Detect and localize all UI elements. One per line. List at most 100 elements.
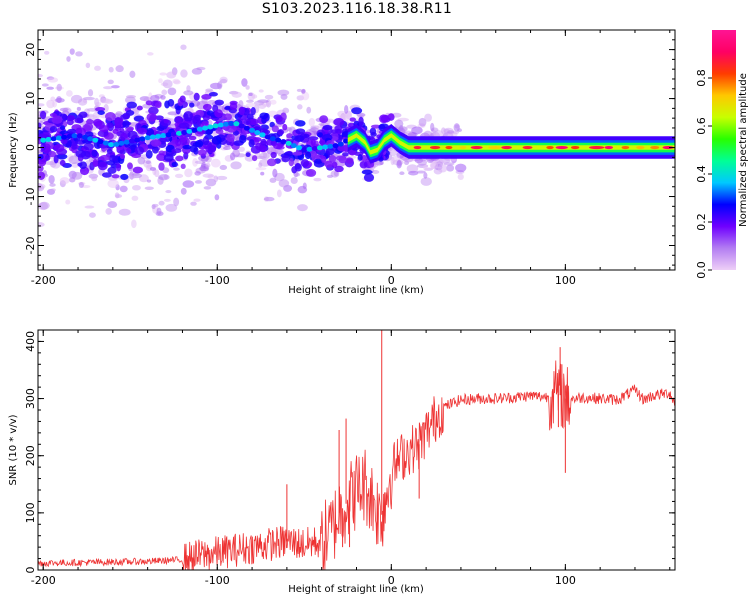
noise-blob bbox=[158, 200, 165, 206]
noise-blob bbox=[105, 208, 112, 215]
noise-blob bbox=[110, 85, 120, 89]
snr-y-tick-label: 0 bbox=[24, 567, 37, 574]
colorbar-tick-label: 0.8 bbox=[695, 69, 708, 87]
signal-blob bbox=[97, 161, 108, 171]
signal-blob bbox=[182, 144, 192, 150]
signal-blob bbox=[275, 115, 283, 123]
noise-blob bbox=[174, 173, 184, 179]
colorbar-tick-label: 0.0 bbox=[695, 261, 708, 279]
noise-blob bbox=[156, 207, 162, 216]
noise-blob bbox=[245, 85, 250, 90]
signal-blob bbox=[184, 117, 193, 122]
noise-blob bbox=[255, 167, 267, 171]
noise-blob bbox=[47, 77, 59, 83]
signal-blob bbox=[56, 153, 68, 160]
signal-blob bbox=[48, 150, 56, 158]
signal-blob bbox=[111, 174, 120, 179]
noise-blob bbox=[129, 70, 136, 78]
noise-blob bbox=[150, 94, 160, 102]
noise-blob bbox=[39, 201, 50, 210]
ridge-blob bbox=[113, 141, 120, 147]
spectrogram-x-tick-label: -100 bbox=[205, 274, 230, 287]
signal-blob bbox=[359, 161, 368, 169]
noise-blob bbox=[82, 96, 95, 101]
signal-blob bbox=[38, 122, 42, 129]
ridge-blob bbox=[311, 146, 318, 152]
noise-blob bbox=[423, 172, 428, 179]
signal-blob bbox=[114, 117, 123, 126]
noise-blob bbox=[46, 86, 54, 90]
signal-blob bbox=[271, 125, 279, 133]
noise-blob bbox=[78, 182, 84, 189]
signal-blob bbox=[158, 162, 165, 171]
signal-blob bbox=[313, 158, 323, 164]
noise-blob bbox=[219, 164, 228, 171]
ridge-blob bbox=[306, 146, 313, 152]
noise-blob bbox=[190, 201, 197, 206]
signal-blob bbox=[267, 158, 277, 167]
ridge-peak bbox=[570, 145, 580, 150]
noise-blob bbox=[85, 62, 91, 69]
ridge-blob bbox=[61, 134, 68, 140]
noise-blob bbox=[430, 122, 435, 132]
signal-blob bbox=[388, 113, 395, 119]
ridge-peak bbox=[413, 145, 422, 150]
snr-ticks: -200 -100 0 100 400 300 200 100 0 bbox=[24, 329, 675, 587]
signal-blob bbox=[270, 151, 277, 159]
noise-blob bbox=[89, 212, 96, 218]
noise-blob bbox=[454, 124, 460, 129]
ridge-blob bbox=[202, 125, 209, 131]
noise-blob bbox=[41, 83, 49, 87]
colorbar-tick-label: 0.6 bbox=[695, 117, 708, 135]
signal-blob bbox=[334, 125, 343, 131]
signal-blob bbox=[127, 130, 138, 140]
noise-blob bbox=[295, 172, 301, 177]
signal-blob bbox=[39, 110, 47, 120]
snr-y-tick-label: 200 bbox=[24, 445, 37, 466]
signal-blob bbox=[175, 138, 182, 147]
noise-blob bbox=[457, 173, 464, 180]
noise-blob bbox=[203, 186, 212, 190]
noise-blob bbox=[423, 130, 433, 138]
signal-blob bbox=[349, 117, 357, 122]
noise-blob bbox=[308, 117, 316, 127]
signal-blob bbox=[250, 107, 256, 116]
noise-blob bbox=[217, 81, 223, 90]
signal-blob bbox=[193, 147, 199, 155]
noise-blob bbox=[457, 128, 463, 133]
noise-blob bbox=[230, 161, 242, 170]
signal-blob bbox=[208, 92, 218, 97]
ridge-blob bbox=[332, 143, 339, 149]
signal-blob bbox=[259, 112, 269, 120]
ridge-blob bbox=[175, 130, 182, 136]
ridge-blob bbox=[92, 137, 99, 143]
noise-blob bbox=[165, 190, 172, 194]
signal-blob bbox=[370, 131, 377, 137]
noise-blob bbox=[149, 167, 157, 171]
noise-blob bbox=[84, 205, 95, 209]
noise-blob bbox=[301, 91, 310, 101]
noise-blob bbox=[50, 188, 56, 192]
ridge-blob bbox=[207, 124, 214, 130]
noise-blob bbox=[406, 164, 419, 174]
signal-blob bbox=[317, 132, 323, 138]
noise-blob bbox=[205, 162, 211, 168]
noise-blob bbox=[166, 71, 177, 79]
noise-blob bbox=[191, 68, 203, 75]
signal-blob bbox=[83, 142, 94, 151]
ridge-band bbox=[347, 130, 675, 158]
noise-blob bbox=[167, 111, 179, 116]
signal-blob bbox=[163, 119, 170, 124]
ridge-blob bbox=[186, 128, 193, 134]
noise-blob bbox=[437, 164, 448, 173]
signal-blob bbox=[116, 163, 122, 172]
colorbar: 0.0 0.2 0.4 0.6 0.8 Normalized spectral ampl… bbox=[695, 30, 749, 279]
ridge-blob bbox=[212, 123, 219, 129]
ridge-blob bbox=[296, 145, 303, 151]
noise-blob bbox=[132, 184, 141, 191]
ridge-blob bbox=[87, 136, 94, 142]
noise-blob bbox=[408, 170, 419, 176]
snr-x-axis-title: Height of straight line (km) bbox=[288, 584, 424, 595]
signal-blob bbox=[226, 124, 237, 133]
noise-blob bbox=[167, 87, 177, 96]
